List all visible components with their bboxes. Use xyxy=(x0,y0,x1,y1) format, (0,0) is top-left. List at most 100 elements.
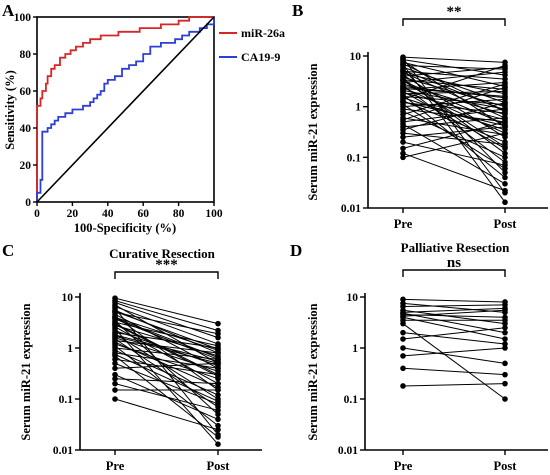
x-tick-label: 60 xyxy=(137,208,149,220)
pair-line xyxy=(114,317,219,359)
pre-point xyxy=(112,315,118,321)
pair-line xyxy=(402,383,506,387)
panel-d-title: Palliative Resection xyxy=(401,240,510,255)
post-point xyxy=(502,341,508,347)
panel-c-ylabel: Serum miR-21 expression xyxy=(19,303,33,440)
significance-bracket xyxy=(402,18,506,26)
post-point xyxy=(502,119,508,125)
pre-point xyxy=(112,351,118,358)
pair-line xyxy=(402,367,506,376)
post-point xyxy=(215,441,221,447)
pair-line xyxy=(114,353,219,402)
post-point xyxy=(215,407,221,414)
pair-line xyxy=(402,90,506,149)
pre-point xyxy=(400,154,406,161)
pair-line xyxy=(114,311,219,335)
pair-line xyxy=(114,302,219,339)
y-tick-label: 1 xyxy=(67,343,73,355)
pre-point xyxy=(400,150,406,157)
panel-b: B Serum miR-21 expression 10 1 0.1 0.01 Pre P… xyxy=(292,1,548,231)
pair-line xyxy=(402,87,506,97)
pair-line xyxy=(402,69,506,111)
significance-bracket xyxy=(402,269,506,277)
pre-point xyxy=(400,296,406,303)
pair-line xyxy=(114,362,219,405)
post-point xyxy=(502,130,508,136)
post-point xyxy=(215,426,221,433)
post-point xyxy=(215,360,221,367)
pair-line xyxy=(114,315,219,391)
post-point xyxy=(215,398,221,405)
pair-line xyxy=(114,334,219,362)
significance-label: ** xyxy=(447,4,462,20)
pair-line xyxy=(114,335,219,364)
pre-point xyxy=(400,139,406,145)
post-point xyxy=(502,169,508,176)
post-point xyxy=(502,99,508,106)
post-point xyxy=(215,392,221,398)
significance-label: *** xyxy=(155,257,178,273)
post-point xyxy=(502,360,508,367)
post-point xyxy=(215,411,221,418)
pair-line xyxy=(402,332,506,345)
pre-point xyxy=(400,329,406,336)
pair-line xyxy=(114,349,219,396)
post-point xyxy=(215,346,221,352)
post-point xyxy=(502,115,508,121)
post-point xyxy=(215,384,221,391)
pair-line xyxy=(402,108,506,123)
post-point xyxy=(215,320,221,327)
pre-point xyxy=(400,117,406,123)
pair-line xyxy=(402,316,506,340)
post-point xyxy=(215,422,221,429)
pair-line xyxy=(402,70,506,80)
pre-point xyxy=(400,61,406,68)
pair-line xyxy=(402,66,506,77)
x-tick-label: 80 xyxy=(173,208,185,220)
x-tick-label: Pre xyxy=(394,459,413,473)
x-tick-label: 0 xyxy=(34,208,40,220)
y-tick-label: 0.1 xyxy=(59,394,74,406)
post-point xyxy=(502,336,508,342)
y-tick-label: 0.1 xyxy=(344,394,359,406)
y-tick-label: 1 xyxy=(355,102,361,114)
post-point xyxy=(502,317,508,324)
panel-c: C Curative Resection Serum miR-21 expres… xyxy=(2,241,262,473)
panel-a-letter: A xyxy=(2,1,15,20)
pre-point xyxy=(112,339,118,345)
pair-line xyxy=(402,298,506,303)
pair-line xyxy=(402,309,506,325)
pre-point xyxy=(112,396,118,402)
pair-line xyxy=(114,321,219,347)
post-point xyxy=(502,345,508,351)
pre-point xyxy=(400,67,406,74)
post-point xyxy=(502,162,508,168)
x-tick-label: 40 xyxy=(102,208,114,220)
x-tick-label: Post xyxy=(494,217,518,231)
y-tick-label: 80 xyxy=(20,49,32,61)
pre-point xyxy=(112,308,118,315)
y-tick-label: 0 xyxy=(25,197,31,209)
pre-point xyxy=(400,98,406,105)
pre-point xyxy=(112,375,118,382)
pair-line xyxy=(402,100,506,143)
pair-line xyxy=(402,121,506,149)
post-point xyxy=(502,107,508,114)
pair-line xyxy=(402,71,506,83)
post-point xyxy=(502,144,508,150)
pre-point xyxy=(112,321,118,328)
pair-line xyxy=(402,104,506,169)
pair-line xyxy=(402,347,506,364)
pre-point xyxy=(112,387,118,393)
y-tick-label: 0.01 xyxy=(53,445,73,457)
pre-point xyxy=(112,371,118,378)
y-tick-label: 0.01 xyxy=(338,445,358,457)
pair-line xyxy=(114,383,219,411)
post-point xyxy=(502,380,508,387)
y-tick-label: 0.1 xyxy=(347,152,362,164)
pair-line xyxy=(402,111,506,158)
pair-line xyxy=(402,141,506,166)
pre-point xyxy=(400,345,406,351)
x-tick-label: 20 xyxy=(67,208,79,220)
pre-point xyxy=(400,145,406,152)
